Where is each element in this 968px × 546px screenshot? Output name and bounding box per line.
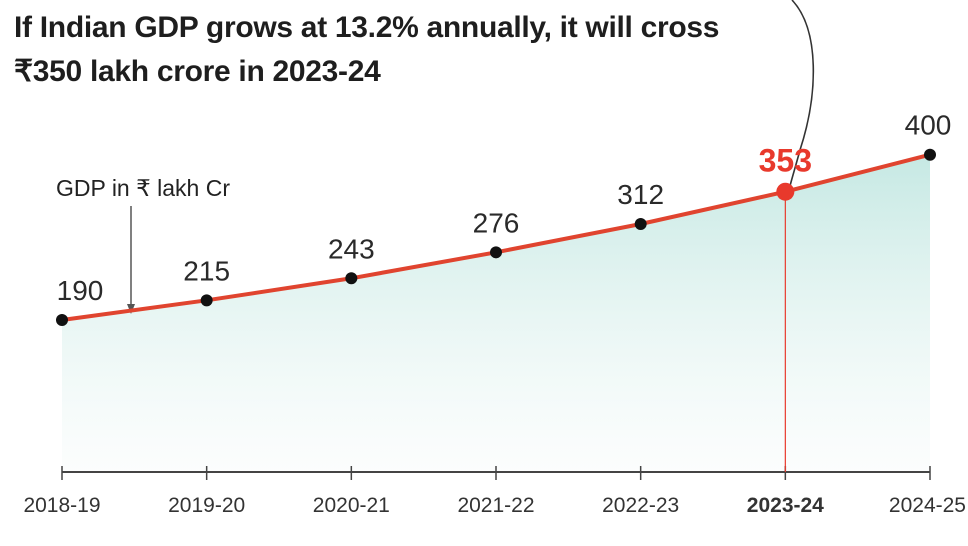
data-point <box>200 294 213 307</box>
data-label: 276 <box>473 207 520 238</box>
data-point <box>634 217 647 230</box>
data-point <box>490 246 502 259</box>
data-point <box>924 148 936 161</box>
data-label: 312 <box>617 179 664 210</box>
x-tick-label: 2021-22 <box>457 494 534 517</box>
data-label-highlight: 353 <box>759 143 812 179</box>
y-axis-label: GDP in ₹ lakh Cr <box>56 175 230 201</box>
data-point-highlight <box>776 182 795 201</box>
headline-line-2: ₹350 lakh crore in 2023-24 <box>14 55 381 88</box>
data-point <box>56 314 68 326</box>
chart-headline: If Indian GDP grows at 13.2% annually, i… <box>14 6 719 94</box>
x-tick-label: 2024-25 <box>889 494 966 517</box>
x-tick-label: 2020-21 <box>313 494 390 517</box>
data-label: 215 <box>183 255 230 286</box>
data-label: 243 <box>328 233 375 264</box>
data-label: 190 <box>57 275 104 306</box>
x-tick-label: 2023-24 <box>747 494 824 517</box>
data-point <box>345 272 358 285</box>
data-label: 400 <box>905 110 952 141</box>
callout-curve <box>789 0 815 187</box>
headline-line-1: If Indian GDP grows at 13.2% annually, i… <box>14 11 720 44</box>
area-fill <box>62 154 930 473</box>
x-tick-label: 2022-23 <box>602 494 679 517</box>
x-tick-label: 2018-19 <box>23 494 100 517</box>
x-tick-label: 2019-20 <box>168 494 245 517</box>
